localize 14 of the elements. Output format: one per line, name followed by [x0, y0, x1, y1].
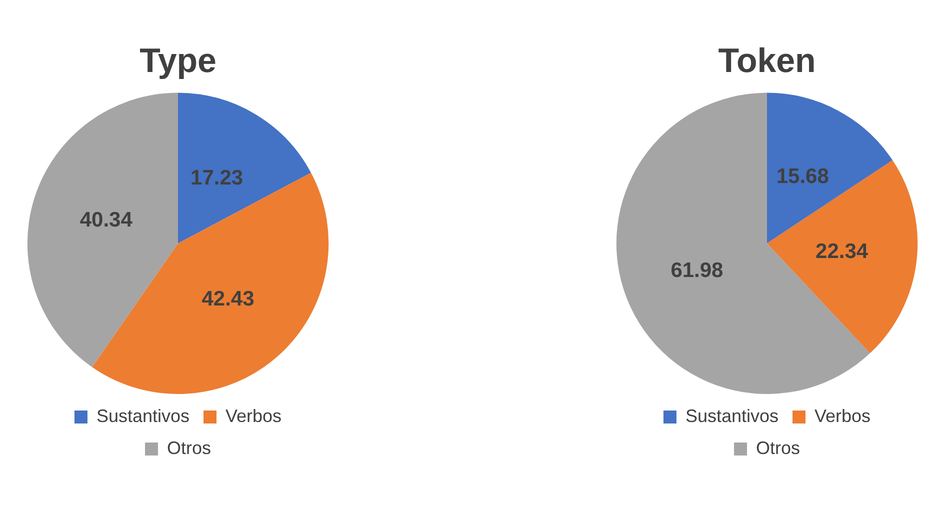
- data-label: 42.43: [202, 288, 254, 311]
- data-label: 61.98: [670, 258, 724, 282]
- legend-label: Verbos: [226, 406, 282, 426]
- data-label: 15.68: [776, 164, 830, 188]
- legend-label: Sustantivos: [685, 406, 779, 426]
- data-label: 22.34: [816, 240, 868, 263]
- chart-title: Type: [140, 42, 216, 80]
- data-label: 40.34: [80, 208, 133, 232]
- legend-label: Otros: [756, 438, 800, 458]
- chart-title: Token: [718, 42, 816, 80]
- legend-label: Verbos: [814, 406, 871, 426]
- legend-label: Otros: [166, 438, 212, 458]
- data-label: 17.23: [190, 166, 244, 190]
- legend-label: Sustantivos: [96, 406, 190, 426]
